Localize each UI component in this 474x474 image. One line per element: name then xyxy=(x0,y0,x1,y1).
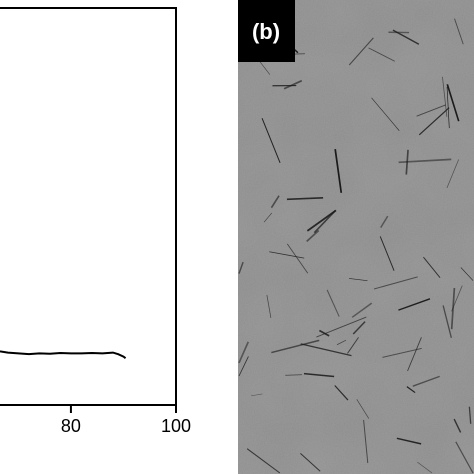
fiber xyxy=(306,209,337,232)
tem-image: (b) xyxy=(238,0,474,474)
panel-label: (b) xyxy=(252,19,280,44)
fiber xyxy=(380,215,389,229)
fiber xyxy=(418,107,450,136)
fiber xyxy=(238,356,249,377)
fiber xyxy=(286,243,309,274)
fiber xyxy=(416,104,446,117)
fiber xyxy=(446,84,460,122)
fiber xyxy=(417,461,433,474)
data-line xyxy=(0,350,127,359)
fiber xyxy=(453,418,462,433)
fiber xyxy=(271,339,320,354)
fiber xyxy=(334,385,349,401)
fibers xyxy=(238,18,474,474)
fiber xyxy=(442,76,448,117)
fiber xyxy=(446,86,450,129)
fiber xyxy=(283,79,303,90)
label-box xyxy=(238,0,295,62)
fiber xyxy=(351,302,373,318)
fiber xyxy=(285,374,303,376)
fiber xyxy=(316,316,367,338)
fiber xyxy=(238,261,244,274)
fiber xyxy=(270,195,280,209)
fiber xyxy=(347,337,359,354)
fiber xyxy=(407,337,422,372)
fiber xyxy=(238,341,250,364)
chart-panel: 80 100 xyxy=(0,7,191,436)
fiber xyxy=(396,437,422,445)
fiber xyxy=(356,399,370,419)
fiber xyxy=(286,197,324,201)
x-tick-label: 100 xyxy=(161,416,191,436)
fiber xyxy=(451,285,463,312)
fiber xyxy=(398,298,431,311)
fiber xyxy=(259,60,271,75)
fiber xyxy=(269,251,305,259)
fiber xyxy=(266,294,272,319)
fiber xyxy=(352,321,366,335)
fiber xyxy=(371,97,400,131)
x-tick-label: 80 xyxy=(61,416,81,436)
fiber xyxy=(406,386,416,394)
fiber xyxy=(246,448,281,474)
fiber xyxy=(368,47,395,62)
fiber xyxy=(363,419,369,464)
fiber xyxy=(326,289,340,317)
fiber xyxy=(318,329,330,337)
fiber xyxy=(423,256,441,279)
fiber xyxy=(392,29,420,45)
fiber xyxy=(468,406,472,424)
fiber xyxy=(334,148,343,193)
fiber xyxy=(261,118,281,163)
fiber xyxy=(405,149,409,175)
fiber xyxy=(300,343,352,357)
fiber xyxy=(303,372,335,378)
image-grain xyxy=(238,0,474,474)
fiber xyxy=(442,305,452,338)
fiber xyxy=(250,393,263,397)
fiber xyxy=(300,453,321,472)
fiber xyxy=(348,278,368,282)
fiber xyxy=(336,339,347,346)
fiber xyxy=(455,441,474,474)
fiber xyxy=(454,18,464,45)
fiber xyxy=(306,229,320,243)
fiber xyxy=(412,375,440,387)
fiber xyxy=(379,236,395,271)
fiber xyxy=(263,212,273,223)
fiber xyxy=(348,37,374,66)
fiber xyxy=(460,267,474,281)
fiber xyxy=(382,347,422,358)
fiber xyxy=(373,276,418,290)
fiber xyxy=(446,159,459,189)
